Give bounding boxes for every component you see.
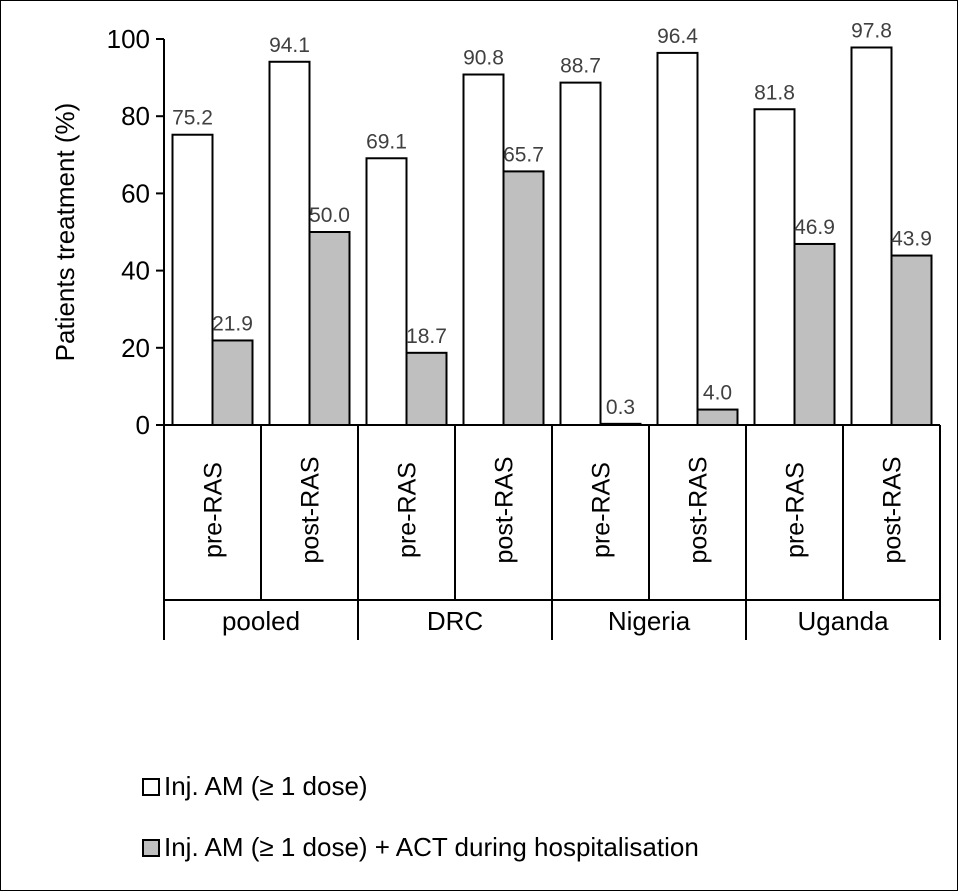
category-label: post-RAS xyxy=(297,457,325,564)
legend-label-inj-am: Inj. AM (≥ 1 dose) xyxy=(164,771,368,801)
legend-item-inj-am-act: Inj. AM (≥ 1 dose) + ACT during hospital… xyxy=(142,832,699,863)
legend-swatch-white xyxy=(142,777,160,796)
value-label-inj-am: 97.8 xyxy=(851,19,892,42)
bar-inj-am xyxy=(753,108,796,426)
bar-inj-am-act xyxy=(405,351,448,426)
y-tick-label: 20 xyxy=(121,333,150,363)
group-label: DRC xyxy=(427,606,483,636)
group-label: Uganda xyxy=(797,606,889,636)
value-label-inj-am-act: 65.7 xyxy=(503,143,544,166)
y-tick-label: 40 xyxy=(121,256,150,286)
category-label: pre-RAS xyxy=(782,462,810,558)
value-label-inj-am: 69.1 xyxy=(366,130,407,153)
y-tick-label: 0 xyxy=(136,410,150,440)
bar-inj-am xyxy=(656,51,699,427)
value-label-inj-am-act: 43.9 xyxy=(891,228,932,251)
value-label-inj-am: 81.8 xyxy=(754,81,795,104)
value-label-inj-am: 96.4 xyxy=(657,25,698,48)
legend-item-inj-am: Inj. AM (≥ 1 dose) xyxy=(142,771,368,802)
category-label: post-RAS xyxy=(879,457,907,564)
y-tick-label: 100 xyxy=(107,24,150,54)
bar-inj-am-act xyxy=(599,422,642,427)
legend-label-inj-am-act: Inj. AM (≥ 1 dose) + ACT during hospital… xyxy=(164,832,699,862)
bar-inj-am xyxy=(268,60,311,427)
value-label-inj-am-act: 4.0 xyxy=(703,382,732,405)
category-label: pre-RAS xyxy=(200,462,228,558)
value-label-inj-am: 94.1 xyxy=(269,34,310,57)
category-label: pre-RAS xyxy=(394,462,422,558)
value-label-inj-am-act: 46.9 xyxy=(794,216,835,239)
value-label-inj-am-act: 18.7 xyxy=(406,325,447,348)
category-label: pre-RAS xyxy=(588,462,616,558)
value-label-inj-am-act: 0.3 xyxy=(606,396,635,419)
legend-swatch-gray xyxy=(142,838,160,857)
y-axis-label: Patients treatment (%) xyxy=(50,103,80,362)
bar-inj-am-act xyxy=(211,339,254,426)
value-label-inj-am: 75.2 xyxy=(172,107,213,130)
bar-inj-am-act xyxy=(502,170,545,426)
bar-inj-am-act xyxy=(308,231,351,426)
y-tick-label: 80 xyxy=(121,101,150,131)
category-label: post-RAS xyxy=(491,457,519,564)
bar-inj-am xyxy=(365,157,408,427)
value-label-inj-am: 88.7 xyxy=(560,55,601,78)
value-label-inj-am-act: 50.0 xyxy=(309,204,350,227)
y-tick-label: 60 xyxy=(121,178,150,208)
value-label-inj-am: 90.8 xyxy=(463,47,504,70)
bar-inj-am xyxy=(559,81,602,426)
group-label: Nigeria xyxy=(608,606,691,636)
bar-inj-am xyxy=(850,46,893,426)
bar-inj-am-act xyxy=(890,254,933,426)
bar-inj-am-act xyxy=(793,242,836,426)
bar-inj-am-act xyxy=(696,408,739,426)
category-label: post-RAS xyxy=(685,457,713,564)
group-label: pooled xyxy=(222,606,300,636)
bar-inj-am xyxy=(171,133,214,426)
bar-inj-am xyxy=(462,73,505,427)
value-label-inj-am-act: 21.9 xyxy=(212,312,253,335)
